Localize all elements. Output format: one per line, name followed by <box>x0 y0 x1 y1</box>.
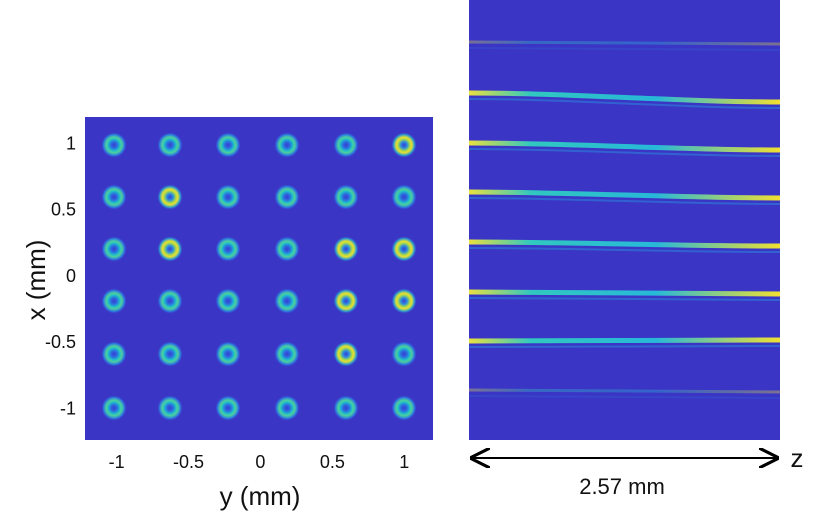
x-tick-label: 1 <box>399 452 409 472</box>
donut <box>333 236 359 262</box>
donut <box>157 132 183 158</box>
beam <box>468 189 781 201</box>
x-tick-label: 0.5 <box>320 452 345 472</box>
y-tick-label: 1 <box>66 134 76 154</box>
donut <box>215 132 241 158</box>
beam-halo <box>468 345 781 348</box>
donut <box>333 395 359 421</box>
x-tick-label: -1 <box>109 452 125 472</box>
axis-name: z <box>791 443 804 473</box>
x-axis-label: y (mm) <box>220 481 301 511</box>
beam <box>468 337 781 344</box>
donut <box>101 184 127 210</box>
beam-halo <box>468 395 781 399</box>
heatmap-left <box>85 117 433 440</box>
donut <box>215 184 241 210</box>
beam-lines <box>468 40 781 399</box>
donut-array <box>101 132 417 421</box>
donut <box>157 341 183 367</box>
donut <box>274 341 300 367</box>
donut <box>333 184 359 210</box>
beam-halo <box>468 247 781 253</box>
beam <box>468 40 781 46</box>
donut <box>391 132 417 158</box>
donut <box>101 341 127 367</box>
donut <box>391 395 417 421</box>
beam-halo <box>468 197 781 205</box>
donut <box>101 132 127 158</box>
y-axis-label: x (mm) <box>21 240 51 321</box>
beam-halo <box>468 297 781 301</box>
donut <box>274 184 300 210</box>
donut <box>391 184 417 210</box>
donut <box>101 395 127 421</box>
donut <box>274 288 300 314</box>
y-tick-label: -1 <box>60 398 76 418</box>
donut <box>215 236 241 262</box>
donut <box>157 184 183 210</box>
scale-bar-label: 2.57 mm <box>579 474 665 499</box>
donut <box>157 288 183 314</box>
x-tick-label: -0.5 <box>173 452 204 472</box>
beam-halo <box>468 47 781 51</box>
donut <box>157 395 183 421</box>
donut <box>274 395 300 421</box>
beam <box>468 388 781 394</box>
beam <box>468 140 781 153</box>
donut <box>391 288 417 314</box>
x-tick-label: 0 <box>255 452 265 472</box>
donut <box>333 341 359 367</box>
donut <box>274 132 300 158</box>
beam <box>468 289 781 297</box>
donut <box>215 288 241 314</box>
donut <box>333 132 359 158</box>
donut <box>215 395 241 421</box>
donut <box>274 236 300 262</box>
y-tick-label: -0.5 <box>45 332 76 352</box>
donut <box>101 288 127 314</box>
donut <box>215 341 241 367</box>
y-tick-label: 0 <box>66 266 76 286</box>
donut <box>101 236 127 262</box>
y-tick-label: 0.5 <box>51 200 76 220</box>
beam-halo <box>468 148 781 157</box>
beam-halo <box>468 98 781 109</box>
heatmap-right <box>469 0 780 440</box>
donut <box>157 236 183 262</box>
donut <box>333 288 359 314</box>
donut <box>391 341 417 367</box>
beam <box>468 90 781 105</box>
donut <box>391 236 417 262</box>
beam <box>468 239 781 249</box>
